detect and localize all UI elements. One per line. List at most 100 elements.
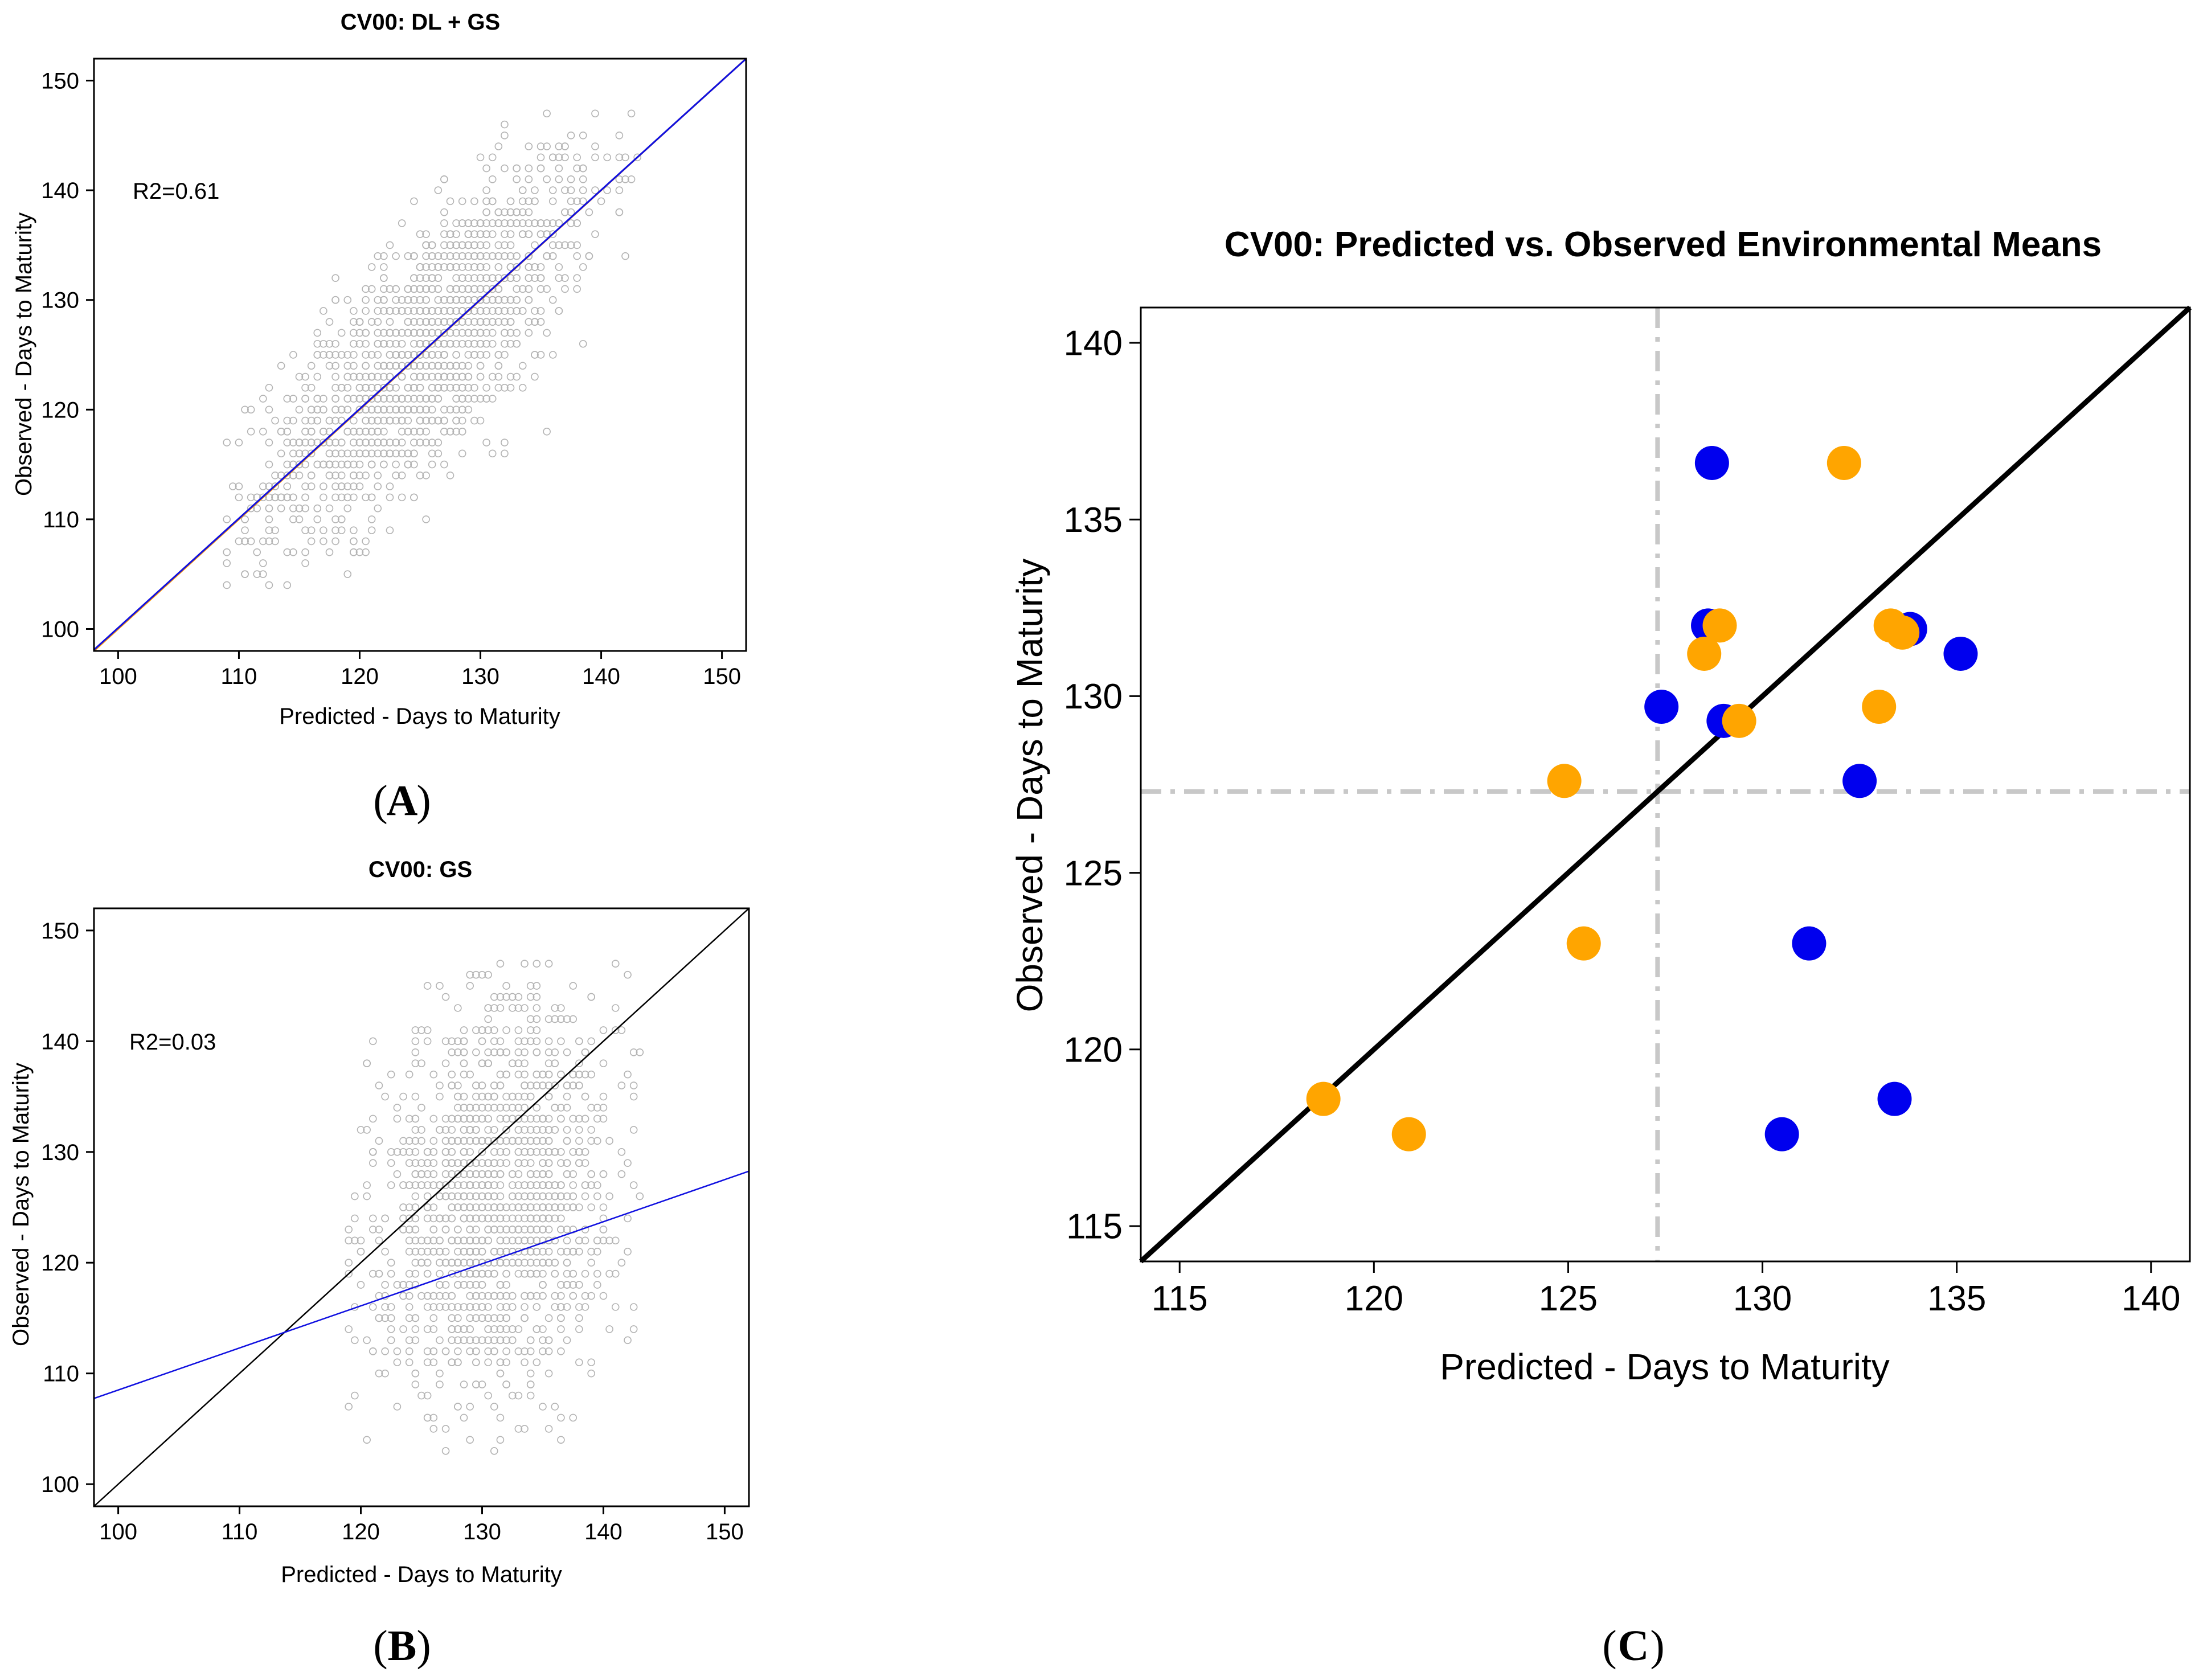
chart-b-point <box>441 1137 450 1145</box>
chart-a-point <box>337 526 346 534</box>
panel-b-label-paren-open: ( <box>373 1622 387 1670</box>
chart-c-point-blue <box>1842 764 1877 798</box>
chart-b-point <box>514 1170 523 1178</box>
chart-a-y-tick-label: 110 <box>43 507 79 532</box>
chart-b-point <box>557 1104 565 1112</box>
chart-a-point <box>567 175 575 183</box>
chart-a-point <box>476 296 485 304</box>
panel-b-label-paren-close: ) <box>416 1622 431 1670</box>
chart-b-point <box>448 1236 456 1245</box>
chart-a-point <box>464 230 473 238</box>
chart-b-point <box>526 1159 535 1167</box>
chart-b-point <box>387 1336 395 1345</box>
chart-b-point <box>508 1325 517 1333</box>
chart-b-point <box>351 1214 359 1223</box>
chart-a-point <box>386 405 394 414</box>
chart-b-y-tick-label: 120 <box>41 1251 79 1276</box>
chart-a-point <box>434 351 443 359</box>
chart-b-point <box>508 1391 517 1400</box>
chart-b-point <box>429 1070 438 1079</box>
chart-b-point <box>533 960 541 968</box>
chart-b-point <box>581 1236 589 1245</box>
chart-a-point <box>380 449 388 458</box>
chart-b-point <box>533 1325 541 1333</box>
chart-b-point <box>551 1403 559 1411</box>
chart-b-point <box>357 1281 365 1289</box>
chart-a-point <box>265 515 273 523</box>
chart-a-point <box>343 460 352 469</box>
chart-a-point <box>410 428 418 436</box>
chart-b-point <box>405 1358 413 1367</box>
chart-a-point <box>295 449 304 458</box>
chart-a-point <box>301 439 309 446</box>
chart-a-point <box>422 230 430 238</box>
chart-b-point <box>496 1037 505 1046</box>
chart-a-point <box>458 362 466 370</box>
chart-b-point <box>575 1203 583 1211</box>
chart-b-point <box>381 1214 389 1223</box>
chart-a-point <box>470 339 478 348</box>
chart-a-point <box>561 285 569 293</box>
chart-a-point <box>265 581 273 589</box>
chart-b-point <box>508 1170 517 1178</box>
chart-a-point <box>525 318 533 326</box>
chart-a-point <box>494 318 503 326</box>
chart-b-point <box>496 1070 505 1079</box>
chart-b-point <box>405 1292 413 1300</box>
chart-b-point <box>502 1203 510 1211</box>
chart-c-y-tick-label: 120 <box>1064 1030 1123 1070</box>
chart-a-point <box>452 263 460 271</box>
chart-a-point <box>525 274 533 282</box>
chart-b-point <box>521 1104 529 1112</box>
chart-b-point <box>526 1247 535 1256</box>
chart-b-point <box>605 1192 613 1200</box>
chart-b-point <box>436 982 444 990</box>
chart-a-point <box>367 372 376 381</box>
chart-a-point <box>265 526 273 534</box>
chart-b-point <box>478 1159 486 1167</box>
chart-b-point <box>484 1292 492 1300</box>
chart-b-point <box>484 1303 492 1311</box>
chart-a-point <box>428 383 436 392</box>
chart-a-point <box>416 405 424 414</box>
chart-b-point <box>539 1137 547 1145</box>
chart-a-point <box>464 252 473 260</box>
chart-b-point <box>387 1148 395 1156</box>
chart-a-point <box>235 482 243 490</box>
chart-a-point <box>295 515 304 523</box>
chart-b-point <box>514 1026 523 1034</box>
chart-a-point <box>283 482 292 490</box>
chart-a-point <box>501 132 509 140</box>
chart-a-point <box>513 274 521 282</box>
chart-a-point <box>452 372 460 381</box>
chart-c-y-tick-label: 130 <box>1064 677 1123 716</box>
chart-a-point <box>501 318 509 326</box>
chart-a-point <box>271 416 279 425</box>
chart-b-point <box>605 1269 613 1278</box>
chart-a-point <box>313 439 322 446</box>
chart-b-point <box>551 1259 559 1267</box>
chart-a-point <box>331 351 339 359</box>
chart-a-point <box>428 351 436 359</box>
chart-a-point <box>422 472 430 480</box>
chart-b-point <box>460 1303 468 1311</box>
chart-a-point <box>350 362 358 370</box>
chart-b-point <box>533 1081 541 1089</box>
chart-a-y-tick-label: 150 <box>41 69 79 94</box>
chart-b-point <box>448 1314 456 1322</box>
chart-b-x-tick-label: 110 <box>222 1519 258 1544</box>
chart-b-point <box>411 1236 420 1245</box>
chart-a-point <box>525 230 533 238</box>
chart-b-point <box>460 1325 468 1333</box>
chart-a-point <box>265 439 273 446</box>
chart-b-point <box>581 1159 589 1167</box>
chart-a-point <box>343 449 352 458</box>
chart-b-point <box>472 1159 480 1167</box>
chart-b-point <box>526 1126 535 1134</box>
chart-b-point <box>423 1026 432 1034</box>
chart-a-point <box>422 515 430 523</box>
chart-b-point <box>429 1226 438 1234</box>
chart-a-point <box>434 383 443 392</box>
chart-b-point <box>436 1214 444 1223</box>
chart-a-point <box>548 351 557 359</box>
